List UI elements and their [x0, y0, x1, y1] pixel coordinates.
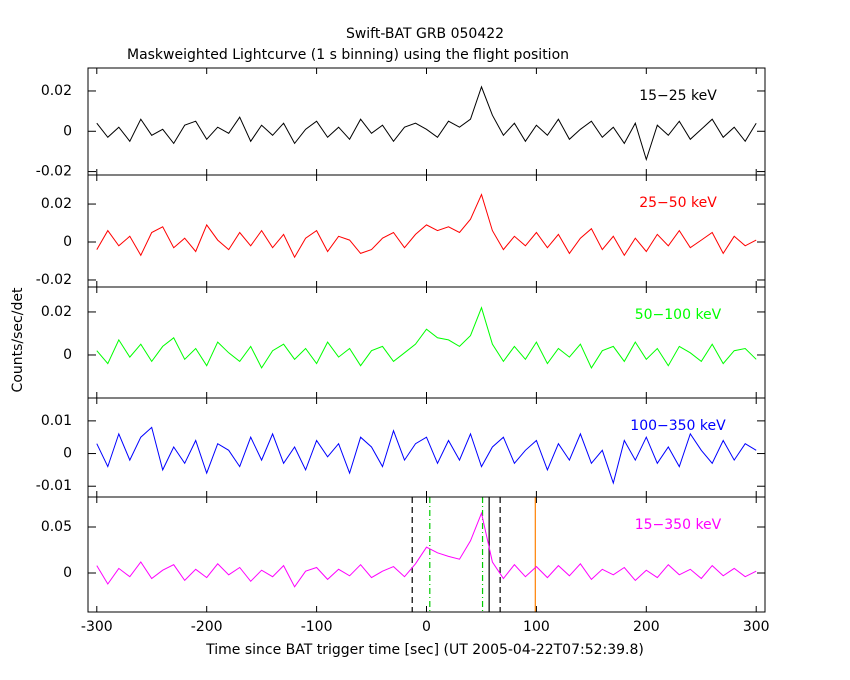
band-label: 50−100 keV — [635, 307, 722, 323]
y-tick-label: 0 — [63, 446, 72, 462]
y-tick-label: 0 — [63, 123, 72, 139]
y-tick-label: 0.05 — [41, 519, 72, 535]
x-axis-label: Time since BAT trigger time [sec] (UT 20… — [205, 642, 644, 658]
y-tick-label: -0.02 — [36, 272, 72, 288]
y-tick-label: 0 — [63, 234, 72, 250]
light-curve — [96, 511, 757, 588]
x-tick-label: 100 — [523, 619, 550, 635]
panel-frame — [87, 496, 766, 613]
y-tick-label: 0.02 — [41, 83, 72, 99]
band-label: 25−50 keV — [639, 195, 717, 211]
x-tick-label: 0 — [422, 619, 431, 635]
band-label: 15−25 keV — [639, 88, 717, 104]
light-curve — [96, 85, 757, 162]
chart-title: Swift-BAT GRB 050422 — [346, 26, 504, 42]
x-tick-label: 300 — [743, 619, 770, 635]
x-tick-label: -100 — [301, 619, 333, 635]
y-tick-label: -0.01 — [36, 478, 72, 494]
y-axis-label: Counts/sec/det — [10, 287, 26, 392]
y-tick-label: 0 — [63, 347, 72, 363]
band-label: 15−350 keV — [635, 517, 722, 533]
light-curve — [96, 193, 757, 259]
y-tick-label: 0.02 — [41, 304, 72, 320]
chart-subtitle: Maskweighted Lightcurve (1 s binning) us… — [127, 47, 569, 63]
band-label: 100−350 keV — [630, 418, 726, 434]
y-tick-label: 0.01 — [41, 413, 72, 429]
x-tick-label: 200 — [633, 619, 660, 635]
y-tick-label: 0 — [63, 565, 72, 581]
y-tick-label: 0.02 — [41, 196, 72, 212]
y-tick-label: -0.02 — [36, 164, 72, 180]
light-curve — [96, 306, 757, 369]
x-tick-label: -200 — [191, 619, 223, 635]
light-curve — [96, 426, 757, 485]
x-tick-label: -300 — [81, 619, 113, 635]
